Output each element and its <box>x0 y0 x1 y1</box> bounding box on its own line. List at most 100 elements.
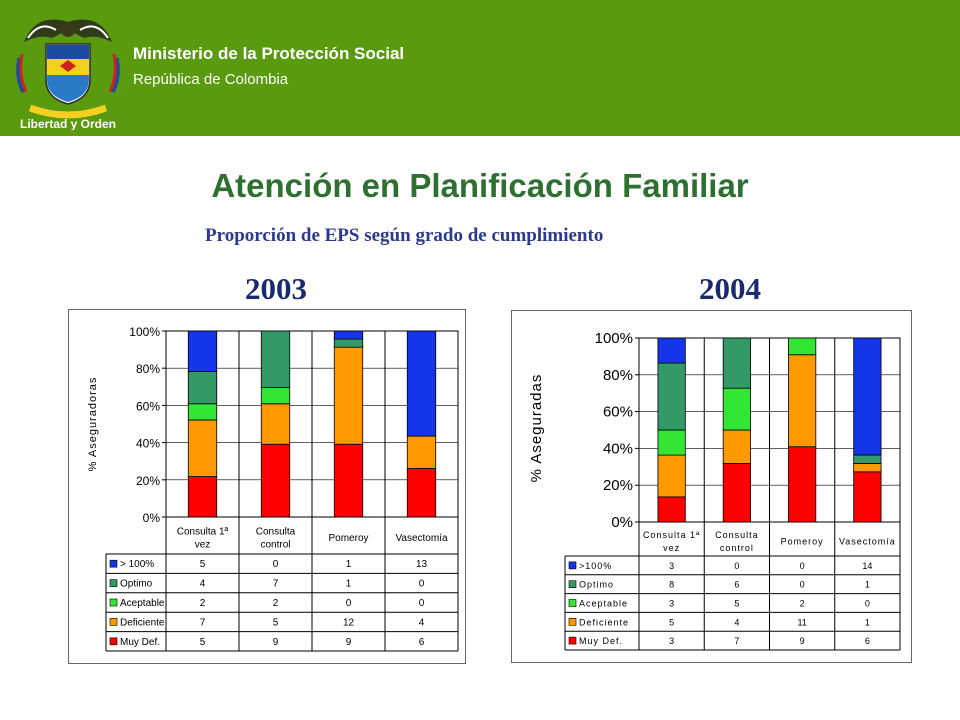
table-value: 6 <box>419 637 425 648</box>
bar-segment <box>187 476 218 518</box>
page-subtitle: Proporción de EPS según grado de cumplim… <box>205 225 604 246</box>
table-value: 3 <box>669 561 674 571</box>
bar-segment <box>722 463 751 523</box>
table-value: 0 <box>419 579 425 590</box>
table-value: 0 <box>346 598 352 609</box>
republic-name: República de Colombia <box>133 71 289 88</box>
legend-key <box>109 559 118 568</box>
chart-2004: 0% 20% 40% 60% 80% 100% % Aseguradas Consulta 1… <box>528 330 901 651</box>
bar-segment <box>657 496 686 523</box>
legend-key <box>109 579 118 587</box>
bar-segment <box>853 471 882 523</box>
table-value: 1 <box>346 579 352 590</box>
table-value: 0 <box>865 599 870 609</box>
table-value: 6 <box>865 636 870 646</box>
bar-segment <box>333 338 364 348</box>
bar-segment <box>187 371 218 405</box>
ministry-name: Ministerio de la Protección Social <box>133 44 405 63</box>
bar-segment <box>853 337 882 456</box>
table-value: 2 <box>273 598 279 609</box>
legend-key <box>568 561 577 570</box>
chart-2003-frame: 0% 20% 40% 60% 80% 100% % Aseguradoras Consulta… <box>68 309 466 664</box>
category-label: Vasectomía <box>395 533 447 544</box>
y-tick-label: 40% <box>603 440 633 457</box>
table-value: 5 <box>734 599 739 609</box>
bar-segment <box>260 443 291 518</box>
chart-2003-title: 2003 <box>245 271 307 306</box>
bar-segment <box>722 429 751 464</box>
table-value: 6 <box>734 580 739 590</box>
bar-segment <box>187 330 218 372</box>
legend-label: Aceptable <box>120 598 165 609</box>
motto-text: Libertad y Orden <box>20 117 116 130</box>
legend-key <box>109 637 118 646</box>
table-value: 13 <box>416 559 428 570</box>
table-value: 7 <box>200 617 206 628</box>
y-tick-label: 100% <box>129 325 160 339</box>
y-tick-label: 60% <box>603 404 633 421</box>
bar-segment <box>406 468 437 518</box>
legend-label: > 100% <box>120 559 154 570</box>
legend-label: Optimo <box>120 579 153 590</box>
y-tick-label: 40% <box>136 437 160 451</box>
y-axis-label: % Aseguradoras <box>87 377 99 472</box>
legend-key <box>568 636 577 645</box>
table-value: 9 <box>273 637 279 648</box>
table-value: 3 <box>669 599 674 609</box>
table-value: 1 <box>865 580 870 590</box>
page-title: Atención en Planificación Familiar <box>211 167 749 204</box>
table-value: 9 <box>800 636 805 646</box>
bar-segment <box>260 387 291 405</box>
table-value: 7 <box>273 579 279 590</box>
table-value: 5 <box>273 617 279 628</box>
y-tick-label: 20% <box>136 474 160 488</box>
table-value: 12 <box>343 617 355 628</box>
y-tick-label: 80% <box>136 362 160 376</box>
category-label: Consulta 1ª <box>177 527 229 538</box>
legend-key <box>568 617 577 626</box>
table-value: 0 <box>273 559 279 570</box>
category-label: Consulta <box>715 530 759 540</box>
table-value: 5 <box>200 637 206 648</box>
category-label: Consulta 1ª <box>643 530 700 540</box>
category-label: control <box>260 540 290 551</box>
table-value: 2 <box>800 599 805 609</box>
bar-segment <box>722 387 751 431</box>
bar-segment <box>406 330 437 437</box>
bar-segment <box>406 435 437 469</box>
table-value: 0 <box>419 598 425 609</box>
bar-segment <box>657 429 686 456</box>
bar-segment <box>788 446 817 523</box>
y-tick-label: 20% <box>603 477 633 494</box>
bar-segment <box>853 454 882 464</box>
bar-segment <box>333 443 364 518</box>
table-value: 1 <box>346 559 352 570</box>
table-value: 5 <box>669 617 674 627</box>
y-tick-label: 100% <box>595 330 633 347</box>
y-tick-label: 0% <box>143 511 161 525</box>
category-label: Consulta <box>256 527 296 538</box>
legend-label: Muy Def. <box>120 637 160 648</box>
bar-segment <box>722 337 751 389</box>
category-label: Pomeroy <box>328 533 368 544</box>
legend-label: Aceptable <box>579 599 628 609</box>
bar-segment <box>260 330 291 389</box>
y-tick-label: 80% <box>603 367 633 384</box>
table-value: 7 <box>734 636 739 646</box>
table-value: 4 <box>200 579 206 590</box>
bar-segment <box>788 354 817 448</box>
table-value: 0 <box>734 561 739 571</box>
y-axis-label: % Aseguradas <box>528 374 545 483</box>
bar-segment <box>788 337 817 356</box>
table-value: 5 <box>200 559 206 570</box>
legend-label: Deficiente <box>120 617 165 628</box>
category-label: control <box>720 543 754 553</box>
legend-key <box>109 618 118 626</box>
y-tick-label: 0% <box>611 514 633 531</box>
category-label: Vasectomía <box>839 537 896 547</box>
bar-segment <box>657 454 686 498</box>
bar-segment <box>187 403 218 421</box>
table-value: 0 <box>800 561 805 571</box>
table-value: 2 <box>200 598 206 609</box>
bar-segment <box>333 330 364 340</box>
